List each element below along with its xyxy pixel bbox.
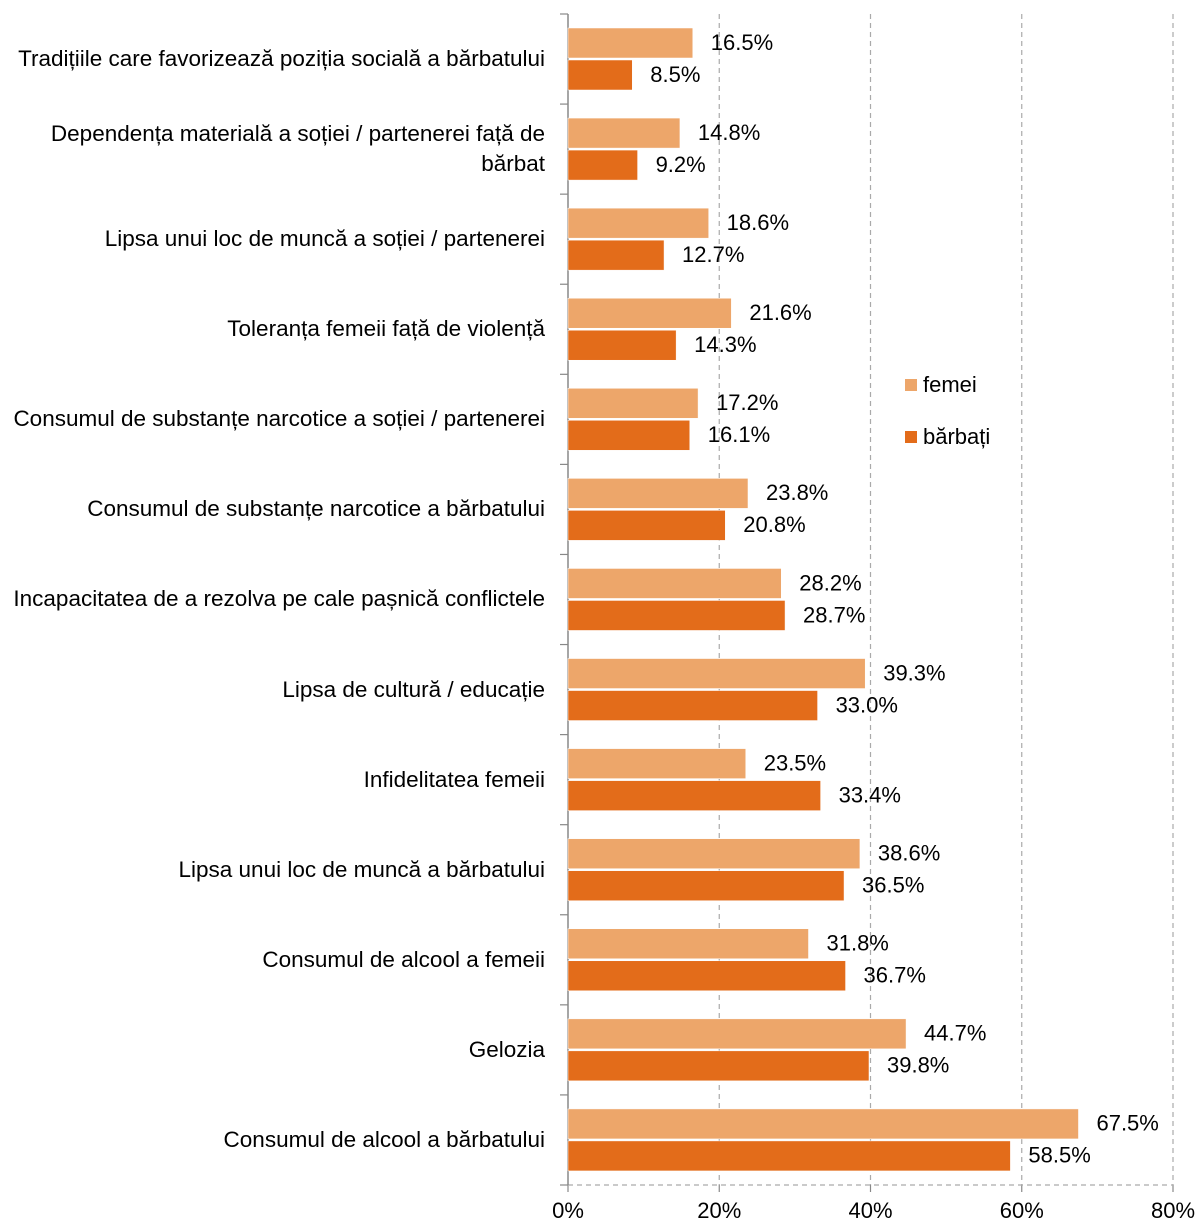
bar xyxy=(567,960,846,992)
bar xyxy=(567,838,861,869)
data-label: 14.8% xyxy=(698,120,760,145)
bar xyxy=(567,600,786,631)
bar xyxy=(567,27,694,59)
bar xyxy=(567,149,638,181)
category-label: Infidelitatea femeii xyxy=(363,766,545,792)
data-label: 9.2% xyxy=(656,152,706,177)
bar xyxy=(567,658,866,689)
bar xyxy=(567,297,732,329)
data-label: 21.6% xyxy=(749,300,811,325)
bar xyxy=(567,1140,1011,1172)
category-label: Consumul de substanțe narcotice a soției… xyxy=(13,406,545,432)
category-label: Tradițiile care favorizează poziția soci… xyxy=(18,46,545,72)
bar xyxy=(567,420,691,451)
bar xyxy=(567,117,681,149)
data-label: 18.6% xyxy=(727,210,789,235)
category-label: Lipsa unui loc de muncă a soției / parte… xyxy=(104,226,545,252)
bar xyxy=(567,510,726,541)
bar xyxy=(567,1050,870,1082)
data-label: 28.2% xyxy=(799,570,861,595)
bar xyxy=(567,329,677,361)
x-tick-label: 0% xyxy=(552,1198,584,1223)
data-label: 39.3% xyxy=(883,660,945,685)
data-label: 38.6% xyxy=(878,841,940,866)
bar xyxy=(567,388,699,419)
data-label: 16.5% xyxy=(711,30,773,55)
data-label: 33.0% xyxy=(836,692,898,717)
bar xyxy=(567,478,749,509)
bar xyxy=(567,1018,907,1050)
legend-swatch xyxy=(905,431,917,443)
x-tick-label: 60% xyxy=(1000,1198,1044,1223)
data-label: 20.8% xyxy=(743,512,805,537)
category-label: Lipsa unui loc de muncă a bărbatului xyxy=(178,856,546,882)
bar xyxy=(567,207,709,239)
data-label: 36.7% xyxy=(864,963,926,988)
legend-swatch xyxy=(905,379,917,391)
category-label: Incapacitatea de a rezolva pe cale pașni… xyxy=(13,586,545,612)
category-label: Gelozia xyxy=(468,1036,545,1062)
data-label: 14.3% xyxy=(694,332,756,357)
legend-label: femei xyxy=(923,372,977,397)
data-label: 44.7% xyxy=(924,1021,986,1046)
x-tick-label: 80% xyxy=(1151,1198,1195,1223)
data-label: 12.7% xyxy=(682,242,744,267)
data-label: 39.8% xyxy=(887,1053,949,1078)
category-label: Consumul de alcool a bărbatului xyxy=(223,1126,545,1152)
data-label: 33.4% xyxy=(839,782,901,807)
category-label: Lipsa de cultură / educație xyxy=(282,676,545,702)
category-label: Consumul de alcool a femeii xyxy=(262,946,545,972)
data-label: 28.7% xyxy=(803,602,865,627)
data-label: 23.5% xyxy=(764,750,826,775)
bar xyxy=(567,1108,1079,1140)
bar xyxy=(567,870,845,901)
category-label: Toleranța femeii față de violență xyxy=(227,316,545,342)
data-label: 23.8% xyxy=(766,480,828,505)
bar xyxy=(567,690,818,721)
category-label: Consumul de substanțe narcotice a bărbat… xyxy=(87,496,545,522)
data-label: 58.5% xyxy=(1028,1143,1090,1168)
data-label: 36.5% xyxy=(862,873,924,898)
data-label: 8.5% xyxy=(650,62,700,87)
data-label: 31.8% xyxy=(826,931,888,956)
data-label: 67.5% xyxy=(1096,1111,1158,1136)
x-tick-label: 20% xyxy=(697,1198,741,1223)
legend-label: bărbați xyxy=(923,424,990,449)
bar xyxy=(567,239,665,271)
bar xyxy=(567,568,782,599)
bar xyxy=(567,748,746,779)
bar xyxy=(567,780,821,811)
x-tick-label: 40% xyxy=(848,1198,892,1223)
bar xyxy=(567,928,809,960)
category-label: Dependența materială a soției / partener… xyxy=(50,121,545,177)
data-label: 16.1% xyxy=(708,422,770,447)
bar xyxy=(567,59,633,91)
data-label: 17.2% xyxy=(716,390,778,415)
